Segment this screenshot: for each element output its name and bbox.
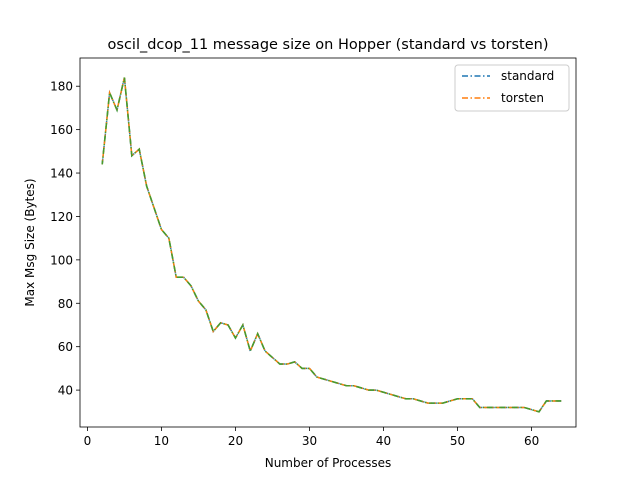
y-tick-label: 60: [58, 340, 73, 354]
y-tick-label: 100: [50, 253, 73, 267]
y-tick-label: 80: [58, 297, 73, 311]
y-axis-label: Max Msg Size (Bytes): [23, 178, 37, 306]
x-axis-ticks: 0 10 20 30 40 50 60: [84, 427, 539, 448]
y-tick-label: 120: [50, 210, 73, 224]
legend: standard torsten: [454, 64, 570, 112]
x-tick-label: 0: [84, 434, 92, 448]
x-axis-label: Number of Processes: [265, 456, 392, 470]
y-tick-label: 140: [50, 167, 73, 181]
y-tick-label: 160: [50, 123, 73, 137]
x-tick-label: 60: [524, 434, 539, 448]
x-tick-label: 30: [302, 434, 317, 448]
legend-label-torsten: torsten: [501, 91, 544, 105]
x-tick-label: 50: [450, 434, 465, 448]
x-tick-label: 10: [154, 434, 169, 448]
y-axis-ticks: 40 60 80 100 120 140 160 180: [50, 80, 80, 398]
series-overlap-line: [101, 77, 562, 413]
y-tick-label: 40: [58, 384, 73, 398]
plot-area: 0 10 20 30 40 50 60 40 60 80 100 120 140 160 180: [50, 57, 577, 448]
legend-label-standard: standard: [501, 69, 554, 83]
chart-title: oscil_dcop_11 message size on Hopper (st…: [108, 37, 549, 53]
x-tick-label: 40: [376, 434, 391, 448]
y-tick-label: 180: [50, 80, 73, 94]
x-tick-label: 20: [228, 434, 243, 448]
axes-frame: [79, 57, 577, 428]
series-lines: [101, 77, 562, 413]
